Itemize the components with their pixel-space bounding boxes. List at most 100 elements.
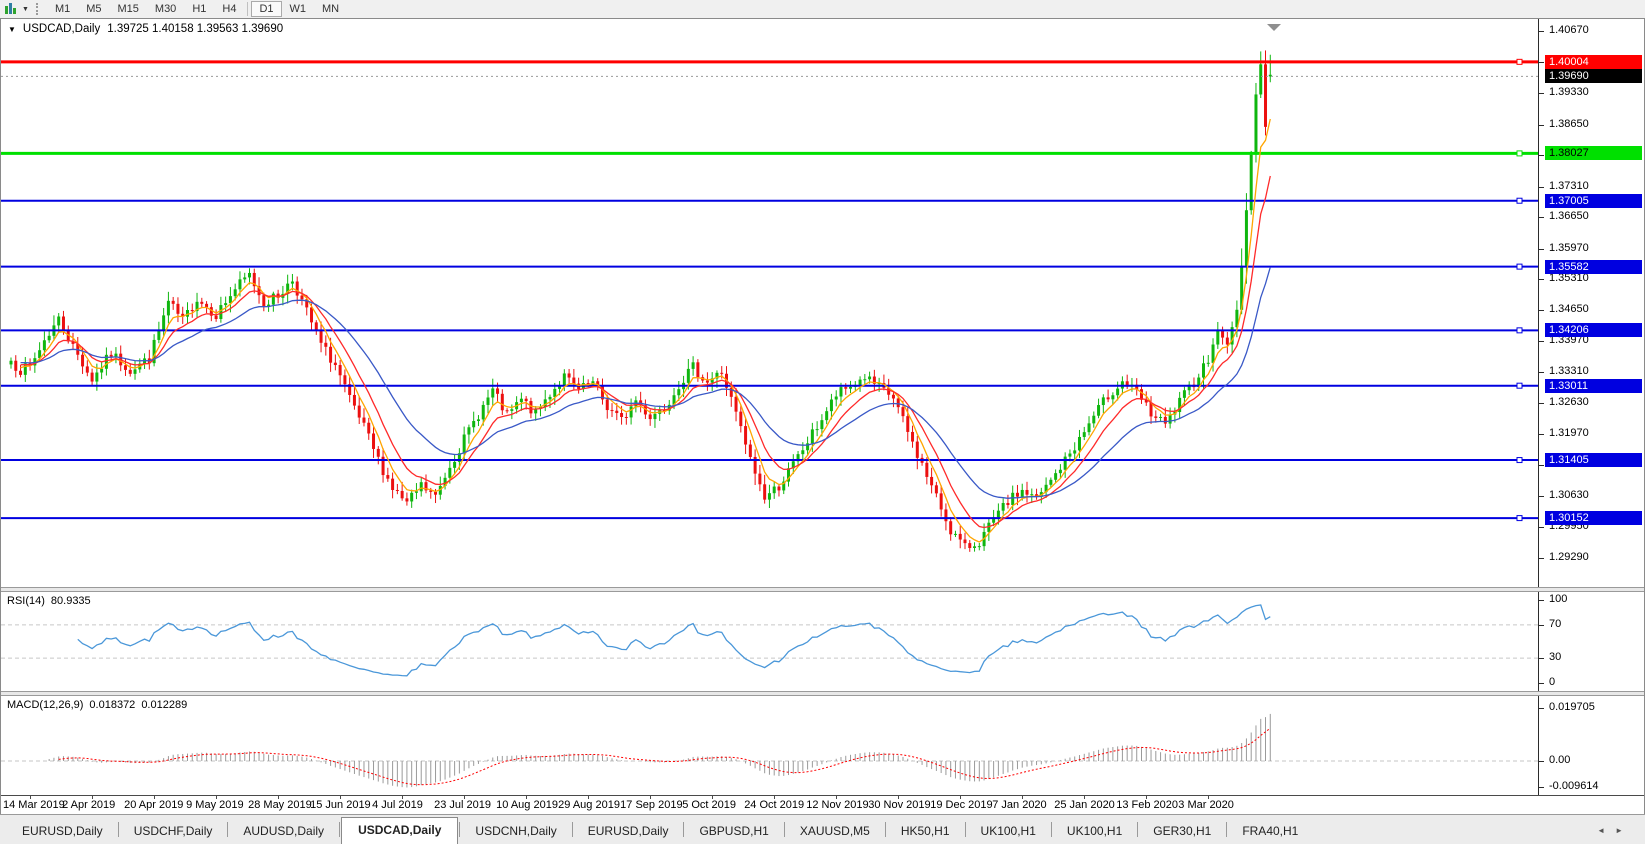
charts-toolbar-icon[interactable]: ▼	[0, 1, 33, 17]
rsi-tick-label: 70	[1549, 617, 1562, 630]
date-tick-label: 17 Sep 2019	[620, 799, 683, 812]
tab-separator	[339, 822, 341, 837]
rsi-tick-label: 30	[1549, 651, 1562, 664]
timeframe-button-m30[interactable]: M30	[154, 3, 177, 15]
time-axis[interactable]: 14 Mar 2019 2 Apr 2019 20 Apr 2019 9 May 20…	[1, 795, 1644, 814]
macd-axis[interactable]: 0.019705 0.00 -0.009614	[1538, 696, 1644, 796]
level-price-badge[interactable]: 1.34206	[1545, 323, 1642, 338]
level-price-badge[interactable]: 1.30152	[1545, 511, 1642, 526]
date-tick-mark	[836, 796, 838, 800]
chart-window: ▼ USDCAD,Daily 1.39725 1.40158 1.39563 1…	[0, 18, 1645, 815]
timeframe-button-h1[interactable]: H1	[192, 3, 207, 15]
level-price-badge[interactable]: 1.35582	[1545, 259, 1642, 274]
date-tick-mark	[30, 796, 32, 800]
price-axis[interactable]: 1.406701.400101.393301.386501.379901.373…	[1538, 19, 1644, 587]
rsi-tick-mark	[1539, 658, 1544, 660]
date-tick-label: 5 Oct 2019	[682, 799, 737, 812]
timeframe-button-m5[interactable]: M5	[86, 3, 102, 15]
tab-scroll-right-icon[interactable]: ►	[1615, 826, 1623, 835]
price-tick-mark	[1539, 248, 1544, 250]
date-tick-mark	[340, 796, 342, 800]
price-tick-label: 1.35970	[1549, 241, 1589, 254]
date-tick-label: 15 Jun 2019	[310, 799, 371, 812]
tab-uk100-h1[interactable]: UK100,H1	[980, 824, 1036, 838]
date-tick-mark	[712, 796, 714, 800]
rsi-tick-mark	[1539, 599, 1544, 601]
level-price-badge[interactable]: 1.37005	[1545, 193, 1642, 208]
level-price-badge[interactable]: 1.33011	[1545, 378, 1642, 393]
tab-hk50-h1[interactable]: HK50,H1	[900, 824, 950, 838]
macd-tick-mark	[1539, 761, 1544, 763]
tab-fra40-h1[interactable]: FRA40,H1	[1242, 824, 1299, 838]
timeframe-button-w1[interactable]: W1	[289, 3, 307, 15]
timeframe-buttons: M1 M5 M15 M30 H1 H4 D1 W1 MN	[47, 0, 347, 18]
tab-uk100-h1[interactable]: UK100,H1	[1066, 824, 1123, 838]
macd-canvas[interactable]	[1, 696, 1538, 795]
tab-gbpusd-h1[interactable]: GBPUSD,H1	[699, 824, 769, 838]
timeframe-button-m1[interactable]: M1	[54, 3, 71, 15]
rsi-label: RSI(14) 80.9335	[7, 595, 91, 607]
dropdown-caret-icon[interactable]: ▼	[22, 5, 29, 13]
rsi-tick-label: 0	[1549, 675, 1556, 688]
price-tick-mark	[1539, 341, 1544, 343]
date-tick-label: 14 Mar 2019	[3, 799, 65, 812]
macd-signal-value: 0.012289	[141, 699, 188, 712]
level-price-badge[interactable]: 1.31405	[1545, 453, 1642, 468]
tab-usdcad-daily[interactable]: USDCAD,Daily	[341, 817, 459, 844]
price-chart-canvas[interactable]	[1, 19, 1538, 587]
timeframe-button-mn[interactable]: MN	[322, 3, 340, 15]
macd-main-value: 0.018372	[89, 699, 136, 712]
level-price-badge[interactable]: 1.38027	[1545, 146, 1642, 161]
tab-usdcnh-daily[interactable]: USDCNH,Daily	[475, 824, 557, 838]
price-tick-label: 1.33310	[1549, 364, 1589, 377]
rsi-canvas[interactable]	[1, 592, 1538, 691]
level-price-badge[interactable]: 1.40004	[1545, 54, 1642, 69]
date-tick-label: 7 Jan 2020	[992, 799, 1047, 812]
price-tick-label: 1.29290	[1549, 551, 1589, 563]
tab-audusd-daily[interactable]: AUDUSD,Daily	[243, 824, 325, 838]
toolbar-grip[interactable]	[35, 3, 42, 15]
price-tick-mark	[1539, 465, 1544, 467]
tab-xauusd-m5[interactable]: XAUUSD,M5	[799, 824, 870, 838]
date-tick-label: 3 Mar 2020	[1178, 799, 1234, 812]
tab-eurusd-daily[interactable]: EURUSD,Daily	[22, 824, 103, 838]
tab-separator	[884, 822, 886, 837]
rsi-tick-mark	[1539, 624, 1544, 626]
price-tick-label: 1.34650	[1549, 302, 1589, 315]
timeframe-button-h4[interactable]: H4	[222, 3, 237, 15]
date-tick-mark	[402, 796, 404, 800]
price-tick-mark	[1539, 527, 1544, 529]
tab-separator	[459, 822, 461, 837]
price-tick-label: 1.36650	[1549, 210, 1589, 223]
tab-ger30-h1[interactable]: GER30,H1	[1153, 824, 1212, 838]
panel-splitter[interactable]	[1, 691, 1644, 697]
timeframe-button-d1[interactable]: D1	[251, 1, 282, 17]
price-tick-label: 1.30630	[1549, 488, 1589, 501]
rsi-axis[interactable]: 100 70 30 0	[1538, 591, 1644, 692]
chart-shift-marker-icon[interactable]	[1267, 24, 1281, 31]
macd-label: MACD(12,26,9) 0.018372 0.012289	[7, 699, 187, 711]
date-tick-label: 20 Apr 2019	[124, 799, 184, 812]
date-tick-mark	[960, 796, 962, 800]
macd-tick-label: -0.009614	[1549, 779, 1599, 792]
date-tick-mark	[526, 796, 528, 800]
tab-separator	[683, 822, 685, 837]
tab-separator	[1050, 822, 1052, 837]
price-tick-mark	[1539, 61, 1544, 63]
price-tick-mark	[1539, 279, 1544, 281]
tab-scroll-left-icon[interactable]: ◄	[1597, 826, 1606, 835]
date-tick-label: 2 Apr 2019	[62, 799, 116, 812]
date-tick-label: 4 Jul 2019	[372, 799, 423, 812]
tab-separator	[964, 822, 966, 837]
price-tick-label: 1.38650	[1549, 117, 1589, 130]
date-tick-mark	[774, 796, 776, 800]
timeframe-toolbar: ▼ M1 M5 M15 M30 H1 H4 D1 W1 MN	[0, 0, 1645, 19]
date-tick-label: 12 Nov 2019	[806, 799, 869, 812]
panel-splitter[interactable]	[1, 586, 1644, 592]
collapse-arrow-icon[interactable]: ▼	[8, 24, 16, 34]
price-tick-mark	[1539, 558, 1544, 559]
timeframe-button-m15[interactable]: M15	[117, 3, 139, 15]
date-tick-mark	[1146, 796, 1148, 800]
tab-eurusd-daily[interactable]: EURUSD,Daily	[587, 824, 669, 838]
tab-usdchf-daily[interactable]: USDCHF,Daily	[133, 824, 213, 838]
